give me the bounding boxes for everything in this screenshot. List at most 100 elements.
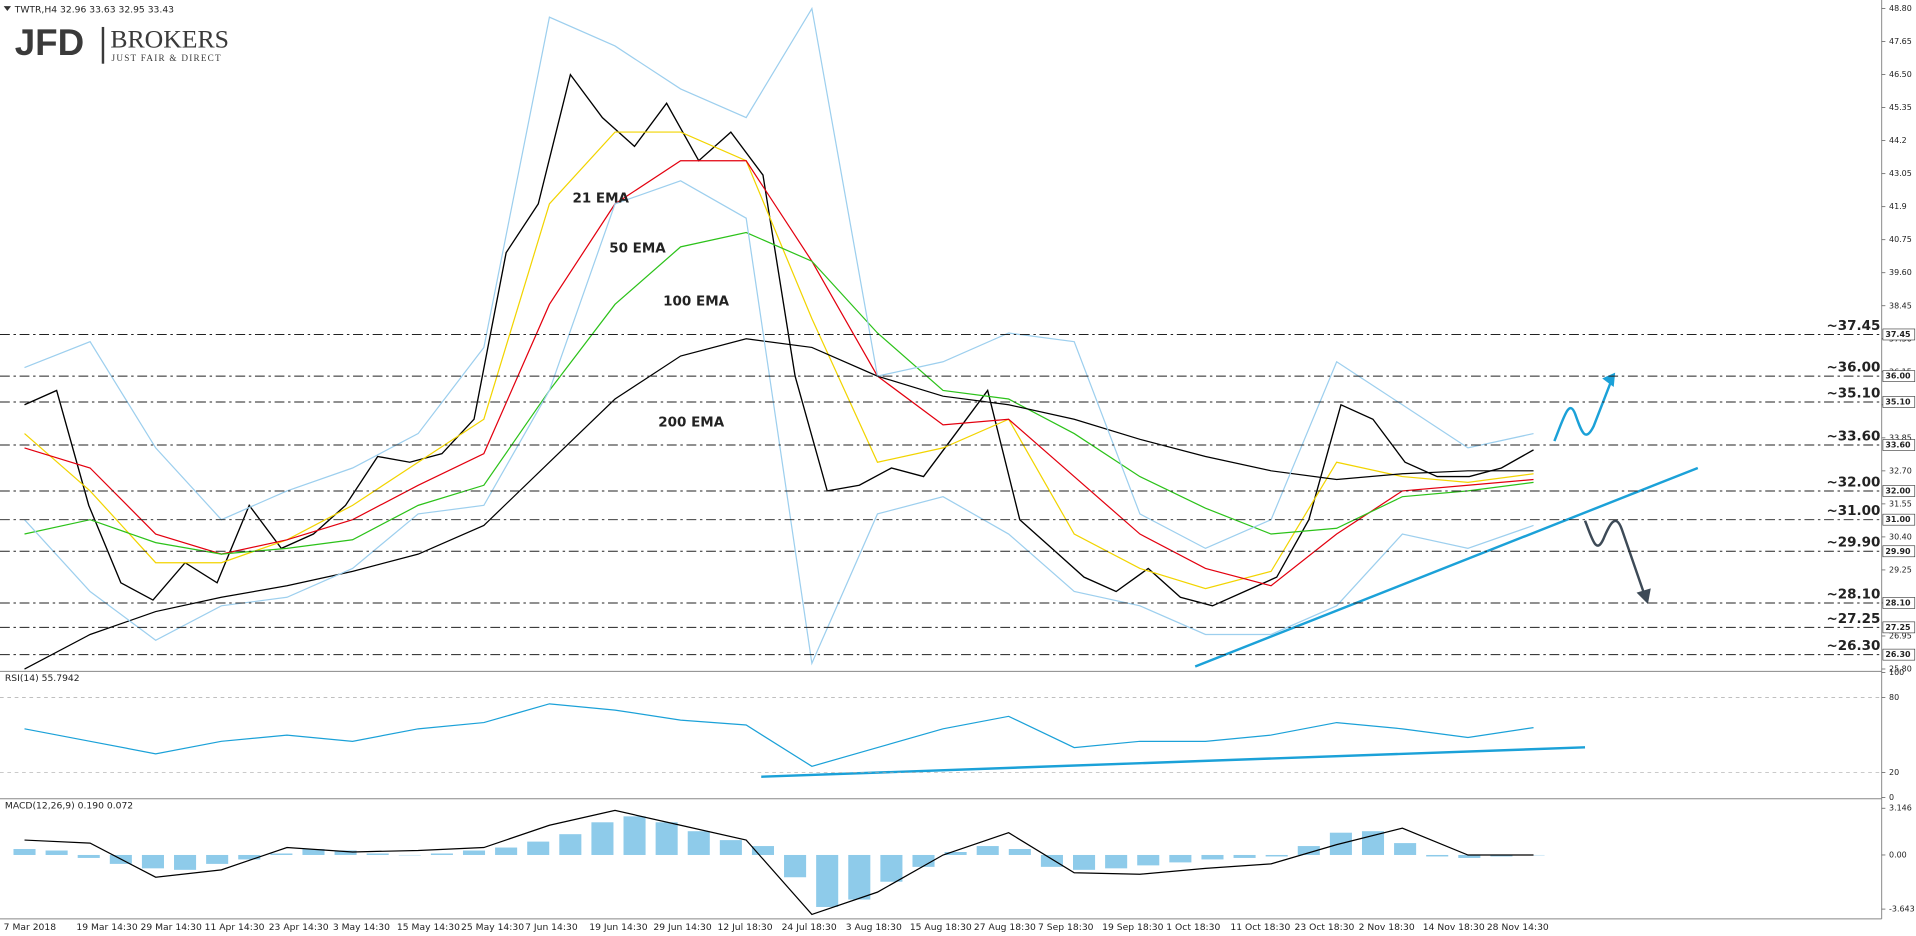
histogram-bar: [270, 853, 293, 855]
y-tick-label: 45.35: [1889, 103, 1912, 112]
histogram-bar: [623, 816, 646, 855]
panel-title: RSI(14) 55.7942: [5, 673, 80, 684]
histogram-bar: [174, 854, 197, 870]
histogram-bar: [302, 849, 325, 855]
level-tag-box: [1882, 370, 1916, 382]
level-label: ~32.00: [1827, 474, 1881, 490]
level-tag: 26.30: [1885, 650, 1911, 659]
y-tick-label: 31.55: [1889, 499, 1912, 508]
x-tick-label: 28 Nov 14:30: [1487, 922, 1549, 933]
histogram-bar: [462, 850, 486, 855]
level-tag: 28.10: [1885, 598, 1911, 607]
x-tick-label: 2 Nov 18:30: [1359, 922, 1415, 933]
level-tag: 31.00: [1885, 515, 1911, 524]
histogram-bar: [1265, 854, 1288, 857]
y-tick-label: 44.2: [1889, 136, 1907, 145]
histogram-bar: [655, 822, 678, 855]
histogram-bar: [206, 854, 229, 864]
histogram-bar: [141, 854, 164, 869]
histogram-bar: [719, 840, 742, 855]
level-tag-box: [1882, 648, 1916, 661]
histogram-bar: [591, 822, 614, 855]
x-tick-label: 3 Aug 18:30: [846, 922, 902, 933]
histogram-bar: [816, 854, 839, 907]
level-tag: 29.90: [1885, 547, 1911, 556]
histogram-bar: [559, 834, 582, 855]
level-tag-box: [1882, 396, 1916, 408]
level-tag-box: [1882, 597, 1916, 609]
y-tick-label: 0.00: [1889, 850, 1907, 859]
logo-tagline: JUST FAIR & DIRECT: [112, 53, 222, 63]
histogram-bar: [1137, 854, 1160, 866]
level-label: ~31.00: [1827, 503, 1881, 519]
level-label: ~35.10: [1827, 385, 1881, 401]
x-tick-label: 15 Aug 18:30: [910, 922, 972, 933]
y-tick-label: 3.146: [1889, 804, 1912, 813]
x-tick-label: 7 Sep 18:30: [1038, 922, 1094, 933]
x-tick-label: 24 Jul 18:30: [782, 922, 837, 933]
histogram-bar: [1008, 849, 1031, 855]
level-tag-box: [1882, 545, 1916, 558]
series-label: 50 EMA: [609, 241, 666, 257]
frame: [0, 0, 1883, 920]
price-trendline: [1194, 466, 1699, 668]
histogram-bar: [77, 854, 100, 858]
rsi-trendline: [761, 746, 1586, 778]
histogram-bar: [1490, 854, 1513, 857]
x-tick-label: 3 May 14:30: [333, 922, 390, 933]
up-scenario-arrow: [1553, 381, 1612, 442]
level-label: ~33.60: [1827, 428, 1881, 444]
y-tick-label: 26.95: [1889, 631, 1912, 640]
y-tick-label: 38.45: [1889, 301, 1912, 310]
y-tick-label: 29.25: [1889, 565, 1912, 574]
x-tick-label: 7 Mar 2018: [4, 922, 57, 933]
histogram-bar: [495, 847, 518, 855]
histogram-bar: [944, 852, 967, 855]
y-tick-label: 43.05: [1889, 169, 1912, 178]
histogram-bar: [1458, 854, 1481, 858]
symbol-marker: [3, 6, 12, 12]
indicator-line: [24, 6, 1534, 550]
x-tick-label: 11 Oct 18:30: [1230, 922, 1290, 933]
x-tick-label: 11 Apr 14:30: [205, 922, 265, 933]
histogram-bar: [430, 853, 453, 855]
histogram-bar: [13, 849, 36, 855]
y-tick-label: 47.65: [1889, 37, 1912, 46]
y-tick-label: 20: [1889, 768, 1899, 777]
histogram-bar: [880, 854, 903, 882]
y-tick-label: 0: [1889, 793, 1894, 802]
histogram-bar: [1361, 831, 1385, 855]
histogram-bar: [1394, 843, 1417, 855]
series-label: 200 EMA: [658, 415, 724, 431]
y-tick-label: 40.75: [1889, 235, 1912, 244]
y-tick-label: 33.85: [1889, 433, 1912, 442]
y-tick-label: 100: [1889, 668, 1904, 677]
histogram-bar: [45, 850, 68, 855]
y-tick-label: 48.80: [1889, 4, 1912, 13]
y-tick-label: -3.643: [1889, 905, 1915, 914]
y-tick-label: 25.80: [1889, 664, 1912, 673]
y-tick-label: 46.50: [1889, 70, 1912, 79]
histogram-bar: [238, 854, 261, 860]
histogram-bar: [1040, 854, 1063, 867]
down-arrowhead: [1636, 588, 1651, 605]
indicator-line: [24, 160, 1534, 587]
histogram-bar: [976, 846, 999, 855]
y-tick-label: 30.40: [1889, 532, 1912, 541]
projections: [761, 372, 1699, 778]
x-tick-label: 23 Oct 18:30: [1294, 922, 1354, 933]
histogram-bar: [366, 853, 389, 855]
x-tick-label: 12 Jul 18:30: [717, 922, 772, 933]
histogram-bar: [527, 841, 550, 855]
down-scenario-arrow: [1583, 519, 1646, 594]
level-label: ~26.30: [1827, 638, 1881, 654]
x-tick-label: 14 Nov 18:30: [1423, 922, 1485, 933]
panel-title: MACD(12,26,9) 0.190 0.072: [5, 801, 133, 812]
x-tick-label: 19 Sep 18:30: [1102, 922, 1163, 933]
histogram-bar: [1233, 854, 1256, 858]
logo: JFD BROKERS JUST FAIR & DIRECT: [15, 22, 229, 64]
panel: [13, 809, 1545, 916]
series-label: 21 EMA: [572, 190, 629, 206]
